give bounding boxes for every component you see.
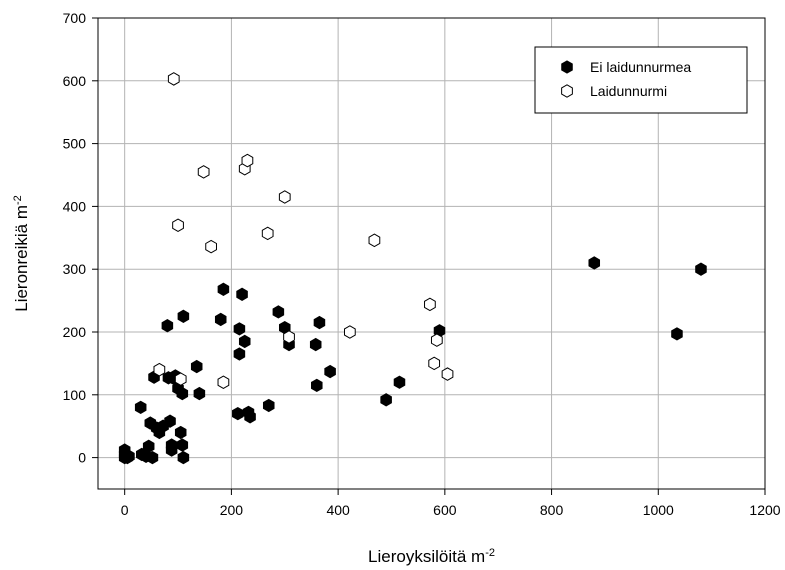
- point-laidunnurmi: [172, 218, 184, 233]
- point-laidunnurmi: [424, 297, 436, 312]
- y-axis-title-base: Lieronreikiä m: [12, 205, 31, 312]
- point-laidunnurmi: [428, 356, 441, 371]
- x-axis-title: Lieroyksilöitä m-2: [368, 547, 495, 566]
- point-laidunnurmi: [153, 362, 166, 377]
- legend-label-laidunnurmi: Laidunnurmi: [590, 83, 667, 99]
- x-tick-label: 1200: [749, 502, 780, 518]
- y-axis-title-sup: -2: [12, 195, 24, 205]
- point-laidunnurmi: [205, 239, 217, 254]
- point-ei-laidunnurmea: [671, 327, 683, 341]
- point-ei-laidunnurmea: [262, 398, 275, 413]
- point-ei-laidunnurmea: [244, 410, 256, 424]
- x-axis-title-base: Lieroyksilöitä m: [368, 547, 485, 566]
- legend-marker-open-hexagon: [561, 84, 573, 98]
- point-laidunnurmi: [217, 375, 230, 390]
- point-ei-laidunnurmea: [146, 450, 159, 465]
- legend-marker-filled-hexagon: [561, 60, 573, 74]
- point-ei-laidunnurmea: [232, 406, 244, 421]
- point-ei-laidunnurmea: [142, 439, 155, 453]
- y-axis-title: Lieronreikiä m-2: [12, 195, 31, 312]
- point-ei-laidunnurmea: [313, 315, 326, 330]
- legend: Ei laidunnurmea Laidunnurmi: [534, 46, 748, 114]
- point-ei-laidunnurmea: [233, 347, 246, 361]
- x-tick-label: 800: [540, 502, 564, 518]
- x-tick-label: 200: [220, 502, 244, 518]
- point-ei-laidunnurmea: [177, 309, 190, 323]
- y-tick-label: 500: [63, 136, 87, 152]
- point-laidunnurmi: [441, 367, 454, 381]
- point-ei-laidunnurmea: [174, 425, 187, 440]
- legend-swatch-open: [561, 84, 573, 98]
- point-ei-laidunnurmea: [272, 305, 285, 319]
- point-laidunnurmi: [283, 330, 295, 344]
- point-laidunnurmi: [241, 153, 254, 168]
- point-ei-laidunnurmea: [393, 375, 406, 389]
- point-ei-laidunnurmea: [233, 322, 246, 336]
- x-tick-label: 1000: [643, 502, 674, 518]
- x-tick-label: 0: [121, 502, 129, 518]
- point-ei-laidunnurmea: [588, 256, 601, 270]
- point-ei-laidunnurmea: [309, 337, 322, 352]
- x-tick-label: 600: [433, 502, 457, 518]
- legend-box: [534, 46, 748, 114]
- point-laidunnurmi: [261, 226, 274, 241]
- y-tick-label: 100: [63, 387, 87, 403]
- point-ei-laidunnurmea: [311, 378, 323, 393]
- point-laidunnurmi: [174, 372, 187, 386]
- point-ei-laidunnurmea: [214, 312, 227, 327]
- legend-swatch-filled: [561, 60, 573, 74]
- point-laidunnurmi: [197, 165, 210, 179]
- point-laidunnurmi: [368, 233, 381, 248]
- point-ei-laidunnurmea: [134, 400, 147, 415]
- point-ei-laidunnurmea: [176, 438, 189, 452]
- point-laidunnurmi: [278, 190, 291, 204]
- point-ei-laidunnurmea: [324, 364, 336, 379]
- axis-ticks: 0 200 400 600 800 1000 1200 0 100 200 300 400 500 600…: [63, 10, 781, 518]
- point-laidunnurmi: [343, 325, 356, 339]
- point-ei-laidunnurmea: [176, 386, 189, 401]
- point-ei-laidunnurmea: [380, 393, 392, 407]
- x-tick-label: 400: [326, 502, 350, 518]
- y-tick-label: 400: [63, 198, 87, 214]
- y-tick-label: 0: [78, 450, 86, 466]
- data-points: [118, 72, 707, 465]
- point-ei-laidunnurmea: [190, 359, 203, 374]
- point-ei-laidunnurmea: [123, 449, 135, 464]
- point-ei-laidunnurmea: [193, 386, 206, 401]
- y-tick-label: 300: [63, 261, 87, 277]
- y-tick-label: 600: [63, 73, 87, 89]
- point-ei-laidunnurmea: [177, 450, 190, 465]
- plot-area-frame: [97, 17, 766, 490]
- point-ei-laidunnurmea: [695, 262, 707, 276]
- y-tick-label: 200: [63, 324, 87, 340]
- point-laidunnurmi: [430, 333, 443, 347]
- point-ei-laidunnurmea: [217, 282, 230, 296]
- point-laidunnurmi: [167, 72, 180, 86]
- point-ei-laidunnurmea: [164, 414, 176, 428]
- legend-label-ei-laidunnurmea: Ei laidunnurmea: [590, 59, 691, 75]
- y-tick-label: 700: [63, 10, 87, 26]
- point-ei-laidunnurmea: [161, 319, 174, 333]
- point-ei-laidunnurmea: [165, 438, 178, 452]
- point-ei-laidunnurmea: [238, 334, 251, 349]
- x-axis-title-sup: -2: [485, 547, 495, 559]
- point-ei-laidunnurmea: [236, 287, 248, 301]
